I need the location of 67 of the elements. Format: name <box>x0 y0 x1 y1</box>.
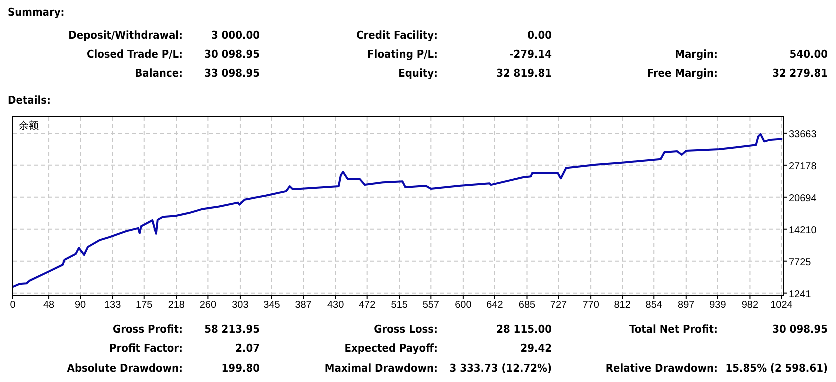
x-tick-label: 770 <box>582 300 600 311</box>
x-tick-label: 1024 <box>770 300 794 311</box>
x-tick-label: 260 <box>200 300 217 311</box>
text: 30 098.95 <box>204 48 260 61</box>
text: 3 000.00 <box>211 29 260 42</box>
text: -279.14 <box>510 48 552 61</box>
text: 30 098.95 <box>772 323 828 336</box>
text: 0.00 <box>528 29 552 42</box>
text: 28 115.00 <box>496 323 552 336</box>
text: Balance: <box>135 67 183 80</box>
x-tick-label: 218 <box>168 300 186 311</box>
text: Deposit/Withdrawal: <box>68 29 183 42</box>
x-tick-label: 90 <box>75 300 87 311</box>
x-tick-label: 133 <box>104 300 122 311</box>
text: Gross Profit: <box>113 323 183 336</box>
chart-title: 余额 <box>19 120 39 132</box>
text: 15.85% (2 598.61) <box>726 362 828 375</box>
text: Equity: <box>398 67 438 80</box>
x-tick-label: 387 <box>295 300 312 311</box>
x-tick-label: 515 <box>391 300 408 311</box>
text: Gross Loss: <box>374 323 438 336</box>
x-tick-label: 0 <box>10 300 16 311</box>
text: Margin: <box>675 48 718 61</box>
text: Maximal Drawdown: <box>324 362 438 375</box>
text: 199.80 <box>222 362 260 375</box>
x-tick-label: 600 <box>455 300 472 311</box>
line-series <box>12 133 783 288</box>
text: 33 098.95 <box>204 67 260 80</box>
x-tick-label: 642 <box>486 300 504 311</box>
y-tick-label: 20694 <box>789 193 818 204</box>
x-tick-label: 345 <box>264 300 281 311</box>
x-tick-label: 303 <box>232 300 250 311</box>
text: Closed Trade P/L: <box>86 48 183 61</box>
text: 29.42 <box>520 342 552 355</box>
x-tick-label: 854 <box>646 300 663 311</box>
text: Free Margin: <box>647 67 718 80</box>
text: 32 279.81 <box>772 67 828 80</box>
text: Relative Drawdown: <box>606 362 718 375</box>
text: Credit Facility: <box>356 29 438 42</box>
y-tick-label: 7725 <box>789 257 812 268</box>
text: Details: <box>8 94 51 107</box>
text: Expected Payoff: <box>344 342 438 355</box>
text: 2.07 <box>236 342 260 355</box>
x-tick-label: 430 <box>327 300 345 311</box>
x-tick-label: 982 <box>742 300 759 311</box>
x-tick-label: 472 <box>359 300 376 311</box>
x-tick-label: 685 <box>518 300 536 311</box>
text: Summary: <box>8 6 65 19</box>
text: Absolute Drawdown: <box>67 362 183 375</box>
text: Floating P/L: <box>368 48 438 61</box>
text: 32 819.81 <box>496 67 552 80</box>
y-tick-label: 27178 <box>789 161 818 172</box>
text: Profit Factor: <box>110 342 183 355</box>
text: 540.00 <box>790 48 828 61</box>
y-tick-label: 33663 <box>789 129 818 140</box>
x-tick-label: 897 <box>678 300 696 311</box>
x-tick-label: 812 <box>614 300 632 311</box>
text: Total Net Profit: <box>630 323 718 336</box>
x-tick-label: 557 <box>422 300 440 311</box>
x-tick-label: 48 <box>43 300 56 311</box>
y-tick-label: 1241 <box>789 289 812 300</box>
x-tick-label: 727 <box>550 300 568 311</box>
text: 58 213.95 <box>204 323 260 336</box>
x-tick-label: 175 <box>136 300 154 311</box>
y-tick-label: 14210 <box>789 225 818 236</box>
text: 3 333.73 (12.72%) <box>450 362 552 375</box>
x-tick-label: 939 <box>710 300 727 311</box>
